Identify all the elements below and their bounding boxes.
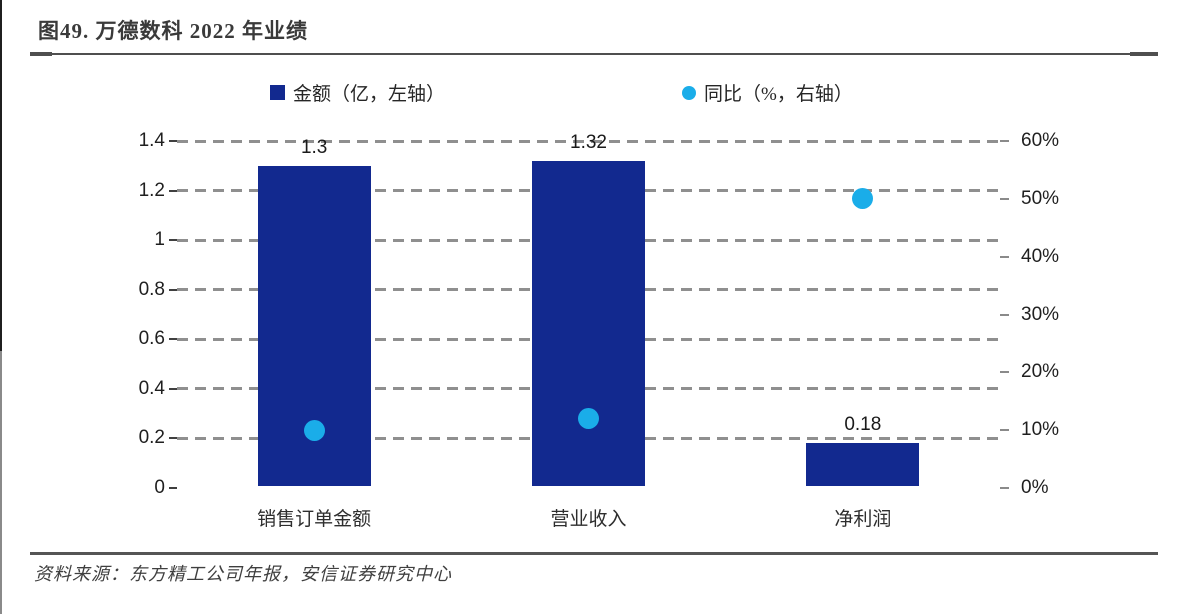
gridline (177, 139, 1000, 143)
yoy-dot (578, 408, 599, 430)
right-axis-tick-label: 30% (1021, 303, 1060, 325)
right-axis-tick-label: 10% (1021, 419, 1060, 441)
left-axis-tick (169, 189, 177, 192)
category-label: 销售订单金额 (257, 509, 372, 530)
left-axis-tick (169, 338, 177, 341)
left-axis-tick-label: 0.4 (138, 377, 165, 399)
right-axis-line (0, 351, 2, 614)
category-label: 净利润 (834, 509, 892, 530)
yoy-circle-icon (682, 85, 696, 100)
right-axis-tick (1000, 140, 1009, 142)
source-note: 资料来源：东方精工公司年报，安信证券研究中心 (34, 564, 452, 584)
right-axis-tick-label: 40% (1021, 245, 1060, 267)
left-axis-tick-label: 1 (154, 229, 165, 251)
right-axis-tick (1000, 487, 1009, 489)
title-divider-left-cap (30, 52, 52, 56)
bar-value-label: 1.3 (300, 136, 328, 158)
left-axis-tick-label: 1.4 (138, 130, 165, 151)
yoy-dot (852, 188, 874, 210)
right-axis-tick-label: 60% (1021, 130, 1060, 151)
right-axis-tick-label: 0% (1021, 477, 1049, 498)
left-axis-tick (169, 288, 177, 291)
figure-title: 图49. 万德数科 2022 年业绩 (38, 19, 308, 43)
footer-divider (30, 552, 1158, 555)
legend-item-amount: 金额（亿，左轴） (270, 79, 445, 106)
left-axis-tick-label: 0.2 (138, 427, 165, 449)
legend-label-amount: 金额（亿，左轴） (293, 84, 446, 105)
right-axis-tick (1000, 371, 1009, 374)
title-divider-right-cap (1130, 52, 1158, 56)
bar (806, 443, 920, 486)
left-axis-tick-label: 0.6 (138, 328, 165, 350)
left-axis-tick-label: 0 (154, 477, 165, 498)
yoy-dot (303, 419, 325, 441)
left-axis-tick (169, 437, 177, 440)
left-axis-line (0, 0, 2, 351)
legend-item-yoy: 同比（%，右轴） (682, 79, 853, 106)
left-axis-tick (169, 239, 177, 242)
title-divider (30, 53, 1158, 55)
right-axis-tick (1000, 255, 1009, 258)
bar (532, 160, 645, 486)
right-axis-tick-label: 50% (1021, 187, 1060, 209)
right-axis-tick-label: 20% (1021, 361, 1060, 383)
right-axis-tick (1000, 197, 1009, 200)
left-axis-tick-label: 0.8 (138, 278, 165, 300)
left-axis-tick-label: 1.2 (138, 179, 165, 201)
legend-label-yoy: 同比（%，右轴） (704, 84, 853, 105)
left-axis-tick (169, 387, 177, 390)
left-axis-tick (169, 140, 177, 142)
bar-value-label: 1.32 (570, 131, 607, 153)
amount-square-icon (270, 85, 285, 100)
left-axis-tick (169, 487, 177, 489)
right-axis-tick (1000, 429, 1009, 432)
right-axis-tick (1000, 313, 1009, 316)
bar-value-label: 0.18 (844, 414, 882, 436)
category-label: 营业收入 (550, 509, 627, 530)
